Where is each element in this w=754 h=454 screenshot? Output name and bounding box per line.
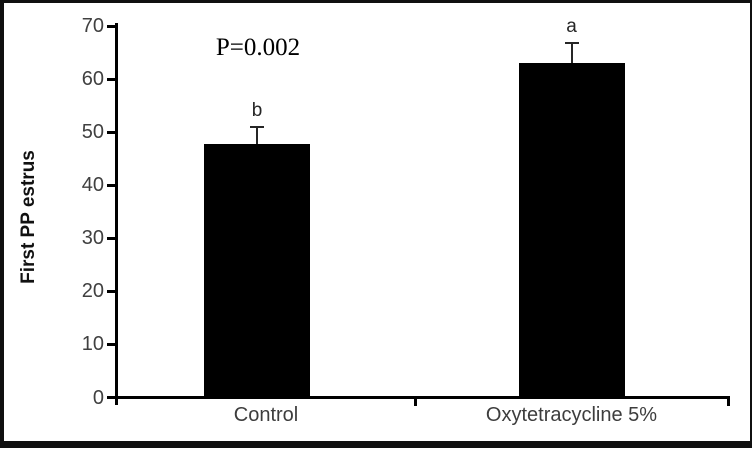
y-axis-tick	[107, 289, 118, 293]
x-category-label: Control	[233, 404, 299, 426]
y-axis-tick	[107, 77, 118, 81]
y-axis-tick	[107, 24, 118, 28]
p-value-annotation: P=0.002	[215, 34, 301, 61]
x-axis-line	[115, 396, 728, 399]
bar-oxytetracycline	[518, 63, 625, 399]
bar-control	[204, 143, 310, 399]
y-axis-tick	[107, 396, 118, 399]
significance-letter: b	[251, 99, 263, 121]
y-axis-tick-label: 40	[81, 174, 104, 197]
y-axis-tick	[107, 342, 118, 346]
y-axis-tick-label: 30	[81, 227, 104, 250]
y-axis-tick-label: 0	[92, 386, 104, 409]
y-axis-tick-label: 70	[81, 15, 104, 37]
y-axis-tick-label: 50	[81, 121, 104, 144]
error-bar-cap	[250, 125, 264, 128]
significance-letter: a	[566, 15, 577, 37]
y-axis-title: First PP estrus	[18, 150, 39, 284]
y-axis-tick-label: 20	[81, 280, 104, 303]
error-bar-cap	[564, 41, 579, 44]
y-axis-tick	[107, 183, 118, 187]
y-axis-tick-label: 10	[81, 333, 104, 356]
error-bar-line	[256, 126, 258, 144]
x-axis-tick	[413, 396, 417, 406]
y-axis-tick-label: 60	[81, 68, 104, 91]
y-axis-tick	[107, 236, 118, 240]
x-category-label: Oxytetracycline 5%	[485, 404, 658, 426]
y-axis-line	[115, 23, 118, 405]
y-axis-tick	[107, 130, 118, 134]
error-bar-line	[570, 42, 573, 64]
x-axis-tick	[726, 396, 730, 406]
